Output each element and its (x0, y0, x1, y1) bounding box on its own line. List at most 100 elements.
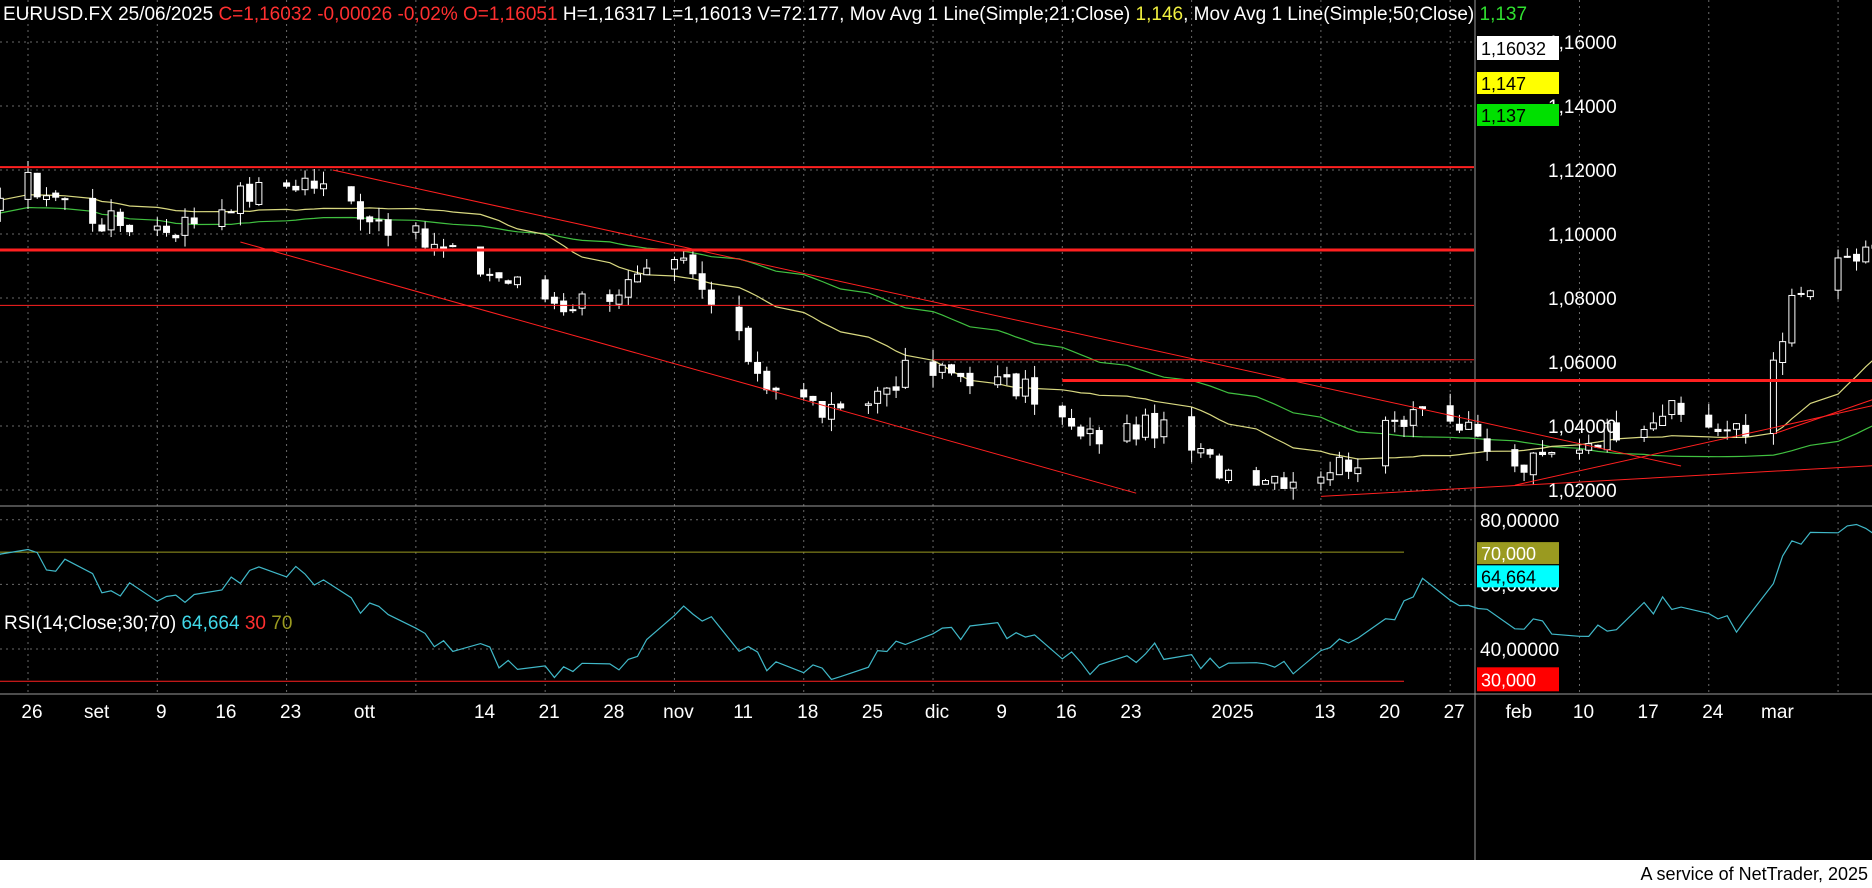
candle-body (1354, 467, 1362, 475)
candle-body (1252, 470, 1260, 486)
candle-body (384, 219, 392, 236)
candle-body (1271, 475, 1279, 484)
candle-body (126, 224, 134, 233)
candle-body (1382, 419, 1390, 467)
ma21-label: Mov Avg 1 Line(Simple;21;Close) (849, 4, 1131, 25)
ma50-badge (1477, 104, 1559, 126)
candle-body (1409, 409, 1417, 426)
candle-body (800, 389, 808, 398)
candle-body (98, 224, 106, 232)
candle-body (236, 185, 244, 214)
y-tick-label: 1,06000 (1548, 353, 1617, 374)
candle-body (486, 273, 494, 276)
candle-body (33, 172, 41, 198)
x-tick-label: feb (1506, 702, 1532, 723)
x-tick-label: 20 (1379, 702, 1400, 723)
rsi-value: 64,664 (181, 613, 240, 634)
x-tick-label: 18 (797, 702, 818, 723)
candle-body (560, 300, 568, 313)
candle-body (772, 387, 780, 391)
candle-body (421, 228, 429, 248)
candle-body (1843, 255, 1851, 258)
candle-body (1539, 451, 1547, 456)
x-tick-label: 27 (1444, 702, 1465, 723)
candle-body (1188, 416, 1196, 451)
candle-body (1529, 452, 1537, 476)
candle-body (1077, 426, 1085, 437)
ma21-value: 1,146 (1135, 4, 1184, 25)
candle-body (1391, 419, 1399, 422)
candle-body (569, 309, 577, 312)
candles-group (0, 160, 1872, 500)
ma50-label: Mov Avg 1 Line(Simple;50;Close) (1193, 4, 1475, 25)
candle-body (624, 279, 632, 298)
candle-body (1141, 414, 1149, 438)
candle-body (1548, 452, 1556, 455)
candle-body (1335, 456, 1343, 476)
candle-body (1289, 481, 1297, 489)
y-tick-label: 1,02000 (1548, 481, 1617, 502)
x-tick-label: 17 (1638, 702, 1659, 723)
last-price-badge-text: 1,16032 (1481, 39, 1546, 59)
rsi-y-tick-label: 40,00000 (1480, 640, 1559, 661)
candle-body (938, 364, 946, 373)
ma21-line (0, 194, 1872, 460)
x-tick-label: 23 (1120, 702, 1141, 723)
candle-body (874, 390, 882, 404)
candle-body (1280, 477, 1288, 489)
candle-body (1769, 359, 1777, 434)
candle-body (356, 201, 364, 220)
candle-body (1261, 480, 1269, 485)
x-tick-label: 9 (996, 702, 1007, 723)
x-tick-label: mar (1761, 702, 1794, 723)
candle-body (1123, 423, 1131, 442)
candle-body (347, 186, 355, 202)
candle-body (827, 403, 835, 420)
candle-body (892, 386, 900, 391)
x-tick-label: ott (354, 702, 376, 723)
candle-body (1206, 449, 1214, 455)
candle-body (310, 180, 318, 189)
candle-body (477, 246, 485, 275)
y-tick-label: 1,10000 (1548, 225, 1617, 246)
rsi-upper-badge-text: 70,000 (1481, 544, 1536, 564)
candle-body (430, 243, 438, 250)
candle-body (1095, 430, 1103, 445)
footer-strip (0, 860, 1872, 888)
candle-body (1021, 378, 1029, 397)
rsi-value-badge (1477, 565, 1559, 588)
x-tick-label: set (84, 702, 110, 723)
candle-body (763, 370, 771, 391)
candle-body (948, 364, 955, 374)
candle-body (966, 372, 974, 387)
candle-body (689, 254, 697, 275)
x-tick-label: 28 (603, 702, 624, 723)
candle-body (320, 183, 328, 190)
candle-body (634, 273, 642, 283)
candle-body (301, 177, 309, 191)
candle-body (246, 183, 254, 202)
x-tick-label: 25 (862, 702, 883, 723)
last-price-badge (1477, 36, 1559, 60)
candle-body (1732, 423, 1740, 430)
x-tick-label: 2025 (1211, 702, 1253, 723)
candle-body (1446, 405, 1454, 422)
candle-body (449, 245, 457, 248)
candle-body (1326, 472, 1334, 481)
candle-body (1151, 412, 1159, 439)
downtrend-channel-lower (240, 241, 1137, 494)
x-tick-label: nov (663, 702, 694, 723)
candle-body (606, 294, 614, 302)
rsi-line (0, 523, 1872, 681)
candle-body (1068, 417, 1076, 427)
candle-body (698, 273, 706, 290)
uptrend-line (1773, 399, 1872, 435)
candle-body (1640, 429, 1648, 438)
candle-body (255, 181, 263, 205)
y-tick-label: 1,08000 (1548, 289, 1617, 310)
candle-body (375, 219, 383, 222)
candle-body (190, 217, 198, 225)
x-tick-label: 13 (1314, 702, 1335, 723)
rsi-upper-badge (1477, 542, 1559, 565)
